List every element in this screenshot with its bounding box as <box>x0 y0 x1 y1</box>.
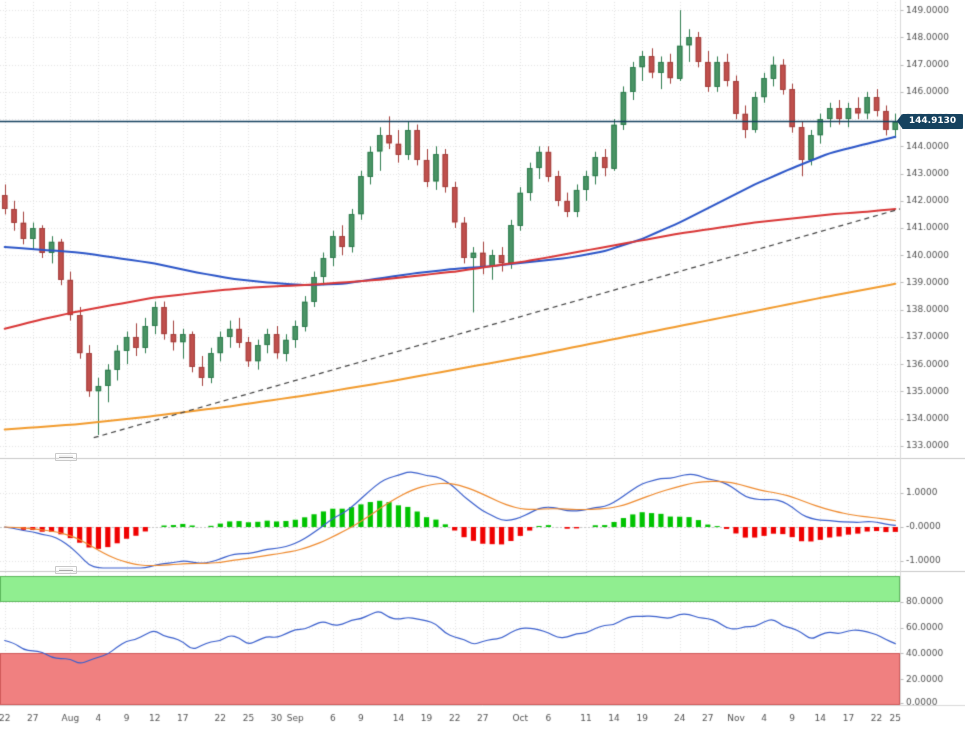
macd-panel-resize-handle-icon[interactable] <box>55 453 77 461</box>
current-price-label: 144.9130 <box>897 114 963 129</box>
stochastic-panel-resize-handle-icon[interactable] <box>55 566 77 574</box>
